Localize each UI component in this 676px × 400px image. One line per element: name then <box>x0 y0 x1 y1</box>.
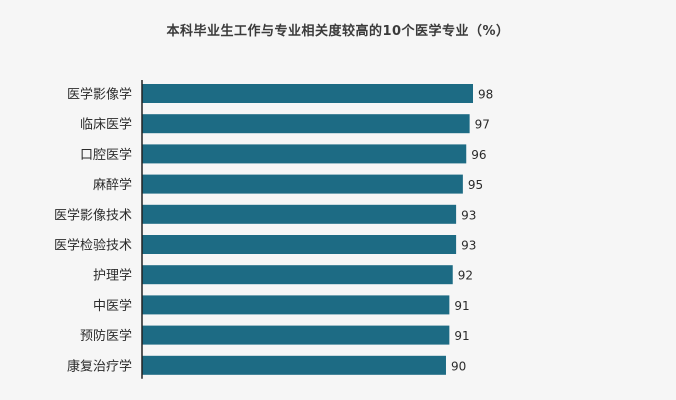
value-label-6: 92 <box>458 269 473 283</box>
category-label-4: 医学影像技术 <box>54 207 132 223</box>
category-label-0: 医学影像学 <box>67 87 132 103</box>
category-label-1: 临床医学 <box>80 117 132 133</box>
bar-5 <box>142 235 457 254</box>
bar-3 <box>142 174 463 194</box>
value-label-2: 96 <box>471 148 486 162</box>
value-label-9: 90 <box>451 359 466 373</box>
category-label-3: 麻醉学 <box>93 177 132 193</box>
bars-group: 医学影像学 98 临床医学 97 口腔医学 96 麻醉学 95 医学影像技术 93 医学检验技术 93… <box>54 84 493 375</box>
category-label-8: 预防医学 <box>80 328 132 344</box>
value-label-7: 91 <box>454 299 469 313</box>
bar-2 <box>142 144 467 164</box>
chart-title: 本科毕业生工作与专业相关度较高的10个医学专业（%） <box>166 24 510 39</box>
value-label-3: 95 <box>468 178 483 192</box>
value-label-0: 98 <box>478 88 493 102</box>
value-label-5: 93 <box>461 239 476 253</box>
bar-8 <box>142 325 450 345</box>
bar-4 <box>142 204 457 224</box>
bar-6 <box>142 265 453 285</box>
bar-1 <box>142 114 470 134</box>
category-label-5: 医学检验技术 <box>54 238 132 254</box>
value-label-4: 93 <box>461 208 476 222</box>
bar-7 <box>142 295 450 315</box>
bar-9 <box>142 355 446 375</box>
category-label-7: 中医学 <box>93 298 132 314</box>
category-label-9: 康复治疗学 <box>67 358 132 374</box>
value-label-8: 91 <box>454 329 469 343</box>
category-label-6: 护理学 <box>93 268 132 284</box>
bar-0 <box>142 84 473 103</box>
category-label-2: 口腔医学 <box>80 147 132 163</box>
value-label-1: 97 <box>475 118 490 132</box>
